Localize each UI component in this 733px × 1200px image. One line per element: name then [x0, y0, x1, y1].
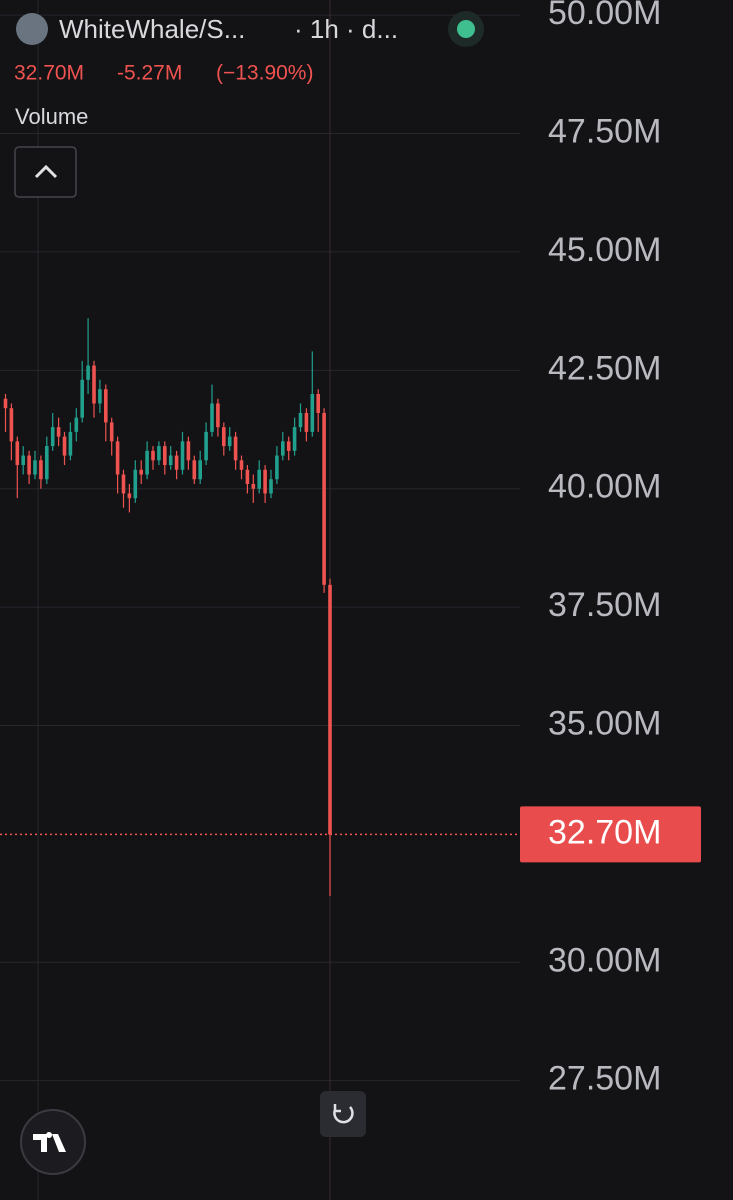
body	[227, 436, 232, 447]
y-tick-label: 50.00M	[548, 0, 661, 32]
body	[216, 403, 220, 428]
body	[39, 460, 43, 480]
body	[251, 483, 256, 489]
body	[322, 412, 326, 585]
body	[139, 469, 143, 475]
body	[80, 379, 84, 418]
reset-button[interactable]	[320, 1091, 366, 1137]
change: -5.27M	[117, 62, 182, 85]
body	[121, 474, 126, 494]
y-tick-label: 42.50M	[548, 349, 661, 387]
body	[257, 469, 261, 489]
y-tick-label: 37.50M	[548, 586, 661, 624]
body	[133, 469, 138, 499]
logo-button[interactable]	[20, 1109, 86, 1175]
body	[239, 460, 244, 470]
body	[174, 455, 179, 470]
body	[62, 436, 67, 456]
logo	[33, 1132, 66, 1152]
body	[180, 441, 185, 470]
last-price-label: 32.70M	[548, 813, 661, 851]
body	[310, 394, 315, 432]
body	[275, 455, 279, 480]
body	[15, 441, 20, 466]
body	[56, 427, 61, 437]
body	[210, 403, 214, 432]
body	[292, 427, 297, 451]
body	[198, 460, 202, 480]
status-dot	[457, 20, 475, 38]
change-pct: (−13.90%)	[216, 62, 313, 85]
symbol: WhiteWhale/S...	[59, 14, 245, 44]
body	[127, 493, 132, 499]
study-label: Volume	[15, 104, 88, 129]
collapse-icon	[34, 164, 58, 179]
body	[98, 389, 102, 404]
body	[109, 422, 114, 442]
body	[298, 412, 303, 428]
y-tick-label: 35.00M	[548, 704, 661, 742]
body	[186, 441, 191, 461]
body	[33, 460, 37, 475]
body	[157, 446, 161, 461]
body	[50, 427, 55, 447]
body	[115, 441, 120, 475]
body	[145, 450, 149, 475]
body	[68, 431, 73, 456]
body	[168, 455, 173, 466]
body	[269, 479, 273, 494]
body	[74, 417, 79, 432]
body	[104, 389, 108, 423]
y-tick-label: 30.00M	[548, 941, 661, 979]
collapse-button[interactable]	[14, 146, 77, 198]
body	[304, 412, 309, 432]
reset-icon	[333, 1104, 354, 1124]
y-tick-label: 27.50M	[548, 1060, 661, 1098]
body	[9, 408, 14, 442]
body	[192, 460, 197, 480]
body	[21, 455, 25, 466]
plot	[0, 0, 520, 1200]
body	[3, 398, 8, 409]
y-tick-label: 47.50M	[548, 113, 661, 151]
body	[27, 455, 31, 475]
body	[151, 450, 155, 461]
body	[45, 446, 49, 480]
body	[86, 365, 90, 380]
body	[233, 436, 238, 461]
body	[222, 427, 226, 447]
body	[316, 394, 320, 413]
body	[92, 365, 96, 404]
body	[163, 446, 167, 466]
body	[328, 584, 332, 835]
body	[204, 431, 208, 461]
last-price-box	[520, 806, 701, 863]
body	[263, 469, 267, 494]
last-value: 32.70M	[14, 62, 84, 85]
body	[245, 469, 250, 484]
y-tick-label: 45.00M	[548, 231, 661, 269]
body	[281, 441, 285, 456]
body	[286, 441, 291, 451]
y-tick-label: 40.00M	[548, 468, 661, 506]
interval: · 1h · d...	[294, 14, 398, 44]
avatar	[16, 13, 48, 45]
